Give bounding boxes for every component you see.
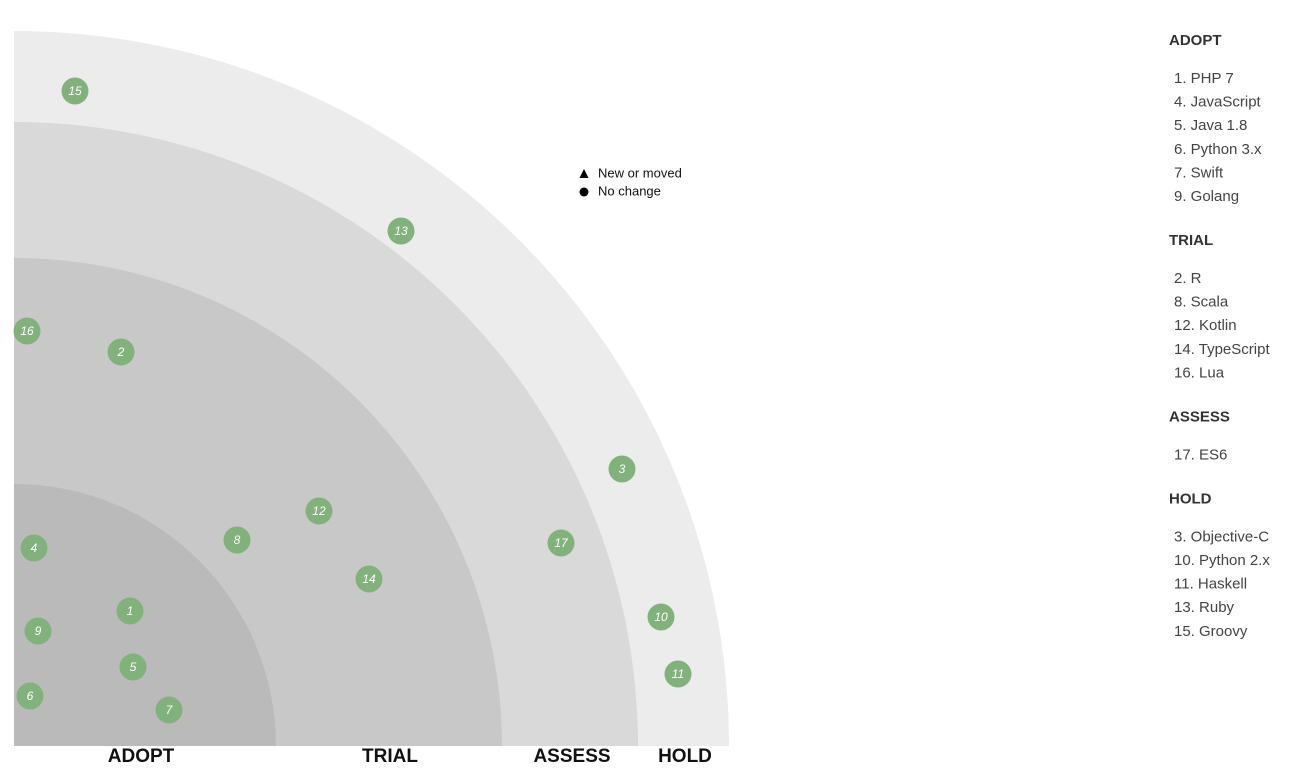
legend-circle [579, 187, 589, 197]
blip-label: 17 [554, 536, 569, 550]
ring-label: ADOPT [108, 746, 175, 767]
blip-label: 1 [127, 604, 134, 618]
blip-label: 13 [394, 224, 408, 238]
blip [355, 565, 383, 593]
section-title: ASSESS [1169, 408, 1230, 425]
blip-label: 6 [27, 689, 34, 703]
section-title: HOLD [1169, 490, 1212, 507]
section-item: 17. ES6 [1174, 446, 1227, 463]
blip [305, 497, 333, 525]
section-item: 10. Python 2.x [1174, 552, 1270, 569]
blip-label: 3 [619, 462, 626, 476]
blip-label: 10 [654, 610, 668, 624]
section-item: 4. JavaScript [1174, 94, 1262, 111]
blip-label: 9 [35, 624, 42, 638]
blip [119, 653, 147, 681]
section-item: 9. Golang [1174, 188, 1239, 205]
blip [223, 526, 251, 554]
blip-label: 16 [20, 324, 34, 338]
section-item: 1. PHP 7 [1174, 70, 1234, 87]
section-item: 14. TypeScript [1174, 341, 1270, 358]
blip-label: 2 [117, 345, 125, 359]
blip-label: 7 [166, 703, 174, 717]
blip-label: 8 [234, 533, 241, 547]
blip-label: 4 [31, 541, 38, 555]
section-item: 15. Groovy [1174, 623, 1248, 640]
blip [547, 529, 575, 557]
blip [387, 217, 415, 245]
legend-triangle [579, 169, 589, 178]
blip [24, 617, 52, 645]
blip [155, 696, 183, 724]
section-item: 8. Scala [1174, 294, 1229, 311]
blip [664, 660, 692, 688]
blip [647, 603, 675, 631]
radar: ADOPT TRIAL ASSESS HOLD 15 13 16 2 3 12 8 17 4 14 1 9 5 1… [13, 31, 729, 767]
blip [116, 597, 144, 625]
ring-label: ASSESS [533, 746, 610, 767]
section-item: 11. Haskell [1174, 576, 1247, 593]
blip [107, 338, 135, 366]
blip-label: 15 [68, 84, 82, 98]
blip-label: 11 [672, 667, 684, 681]
section-item: 2. R [1174, 270, 1202, 287]
section-item: 6. Python 3.x [1174, 141, 1262, 158]
section-title: TRIAL [1169, 232, 1213, 249]
blip [13, 317, 41, 345]
legend-new: New or moved [598, 165, 682, 180]
blip-label: 14 [362, 572, 376, 586]
blip-label: 5 [130, 660, 137, 674]
sidebar: ADOPT 1. PHP 7 4. JavaScript 5. Java 1.8 6. … [1169, 32, 1270, 640]
section-title: ADOPT [1169, 32, 1222, 49]
ring-label: HOLD [658, 746, 712, 767]
blip [61, 77, 89, 105]
blip [20, 534, 48, 562]
blip-label: 12 [312, 504, 326, 518]
section-item: 7. Swift [1174, 164, 1224, 181]
blip [608, 455, 636, 483]
legend-unchanged: No change [598, 183, 661, 198]
ring [14, 484, 276, 746]
ring-label: TRIAL [362, 746, 418, 767]
section-item: 3. Objective-C [1174, 528, 1269, 545]
section-item: 16. Lua [1174, 364, 1225, 381]
section-item: 13. Ruby [1174, 599, 1235, 616]
blip [16, 682, 44, 710]
section-item: 5. Java 1.8 [1174, 117, 1247, 134]
section-item: 12. Kotlin [1174, 317, 1237, 334]
